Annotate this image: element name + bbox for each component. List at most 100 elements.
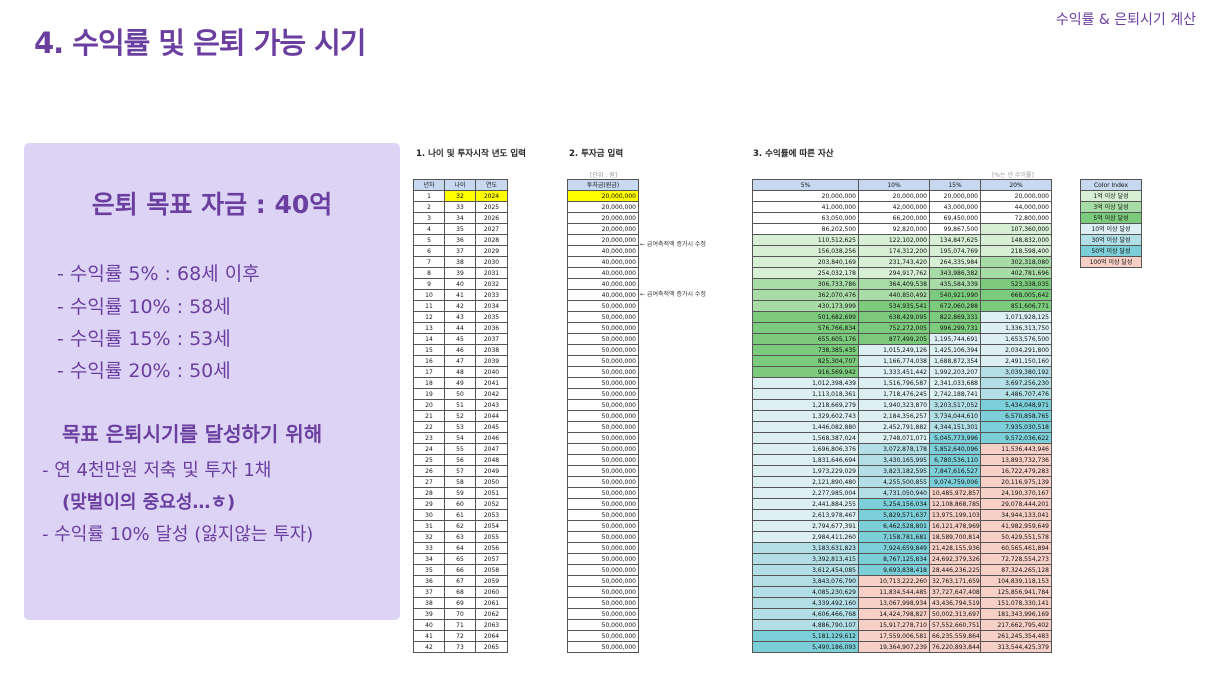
year-index-cell[interactable]: 22 [413, 421, 445, 433]
year-index-cell[interactable]: 42 [413, 641, 445, 653]
age-cell[interactable]: 41 [444, 289, 476, 301]
principal-cell[interactable]: 50,000,000 [567, 432, 639, 444]
year-cell[interactable]: 2060 [475, 586, 508, 598]
year-cell[interactable]: 2032 [475, 278, 508, 290]
year-index-cell[interactable]: 40 [413, 619, 445, 631]
year-index-cell[interactable]: 31 [413, 520, 445, 532]
year-index-cell[interactable]: 38 [413, 597, 445, 609]
age-cell[interactable]: 45 [444, 333, 476, 345]
principal-cell[interactable]: 50,000,000 [567, 399, 639, 411]
principal-cell[interactable]: 50,000,000 [567, 311, 639, 323]
year-cell[interactable]: 2057 [475, 553, 508, 565]
year-cell[interactable]: 2041 [475, 377, 508, 389]
year-cell[interactable]: 2062 [475, 608, 508, 620]
principal-cell[interactable]: 50,000,000 [567, 630, 639, 642]
principal-cell[interactable]: 50,000,000 [567, 476, 639, 488]
year-index-cell[interactable]: 20 [413, 399, 445, 411]
year-index-cell[interactable]: 41 [413, 630, 445, 642]
principal-cell[interactable]: 20,000,000 [567, 190, 639, 202]
age-cell[interactable]: 59 [444, 487, 476, 499]
year-cell[interactable]: 2027 [475, 223, 508, 235]
year-index-cell[interactable]: 36 [413, 575, 445, 587]
year-index-cell[interactable]: 14 [413, 333, 445, 345]
year-index-cell[interactable]: 37 [413, 586, 445, 598]
age-cell[interactable]: 71 [444, 619, 476, 631]
year-index-cell[interactable]: 30 [413, 509, 445, 521]
age-cell[interactable]: 42 [444, 300, 476, 312]
year-cell[interactable]: 2029 [475, 245, 508, 257]
principal-cell[interactable]: 50,000,000 [567, 542, 639, 554]
year-index-cell[interactable]: 9 [413, 278, 445, 290]
year-cell[interactable]: 2025 [475, 201, 508, 213]
year-index-cell[interactable]: 3 [413, 212, 445, 224]
age-cell[interactable]: 49 [444, 377, 476, 389]
principal-cell[interactable]: 50,000,000 [567, 575, 639, 587]
year-index-cell[interactable]: 1 [413, 190, 445, 202]
principal-cell[interactable]: 40,000,000 [567, 256, 639, 268]
age-cell[interactable]: 72 [444, 630, 476, 642]
year-cell[interactable]: 2044 [475, 410, 508, 422]
age-cell[interactable]: 70 [444, 608, 476, 620]
year-index-cell[interactable]: 12 [413, 311, 445, 323]
principal-cell[interactable]: 20,000,000 [567, 212, 639, 224]
year-cell[interactable]: 2043 [475, 399, 508, 411]
year-cell[interactable]: 2038 [475, 344, 508, 356]
age-cell[interactable]: 33 [444, 201, 476, 213]
principal-cell[interactable]: 50,000,000 [567, 641, 639, 653]
year-index-cell[interactable]: 35 [413, 564, 445, 576]
year-cell[interactable]: 2030 [475, 256, 508, 268]
year-index-cell[interactable]: 28 [413, 487, 445, 499]
age-cell[interactable]: 62 [444, 520, 476, 532]
age-cell[interactable]: 68 [444, 586, 476, 598]
year-cell[interactable]: 2061 [475, 597, 508, 609]
principal-cell[interactable]: 50,000,000 [567, 454, 639, 466]
age-cell[interactable]: 73 [444, 641, 476, 653]
year-index-cell[interactable]: 13 [413, 322, 445, 334]
age-cell[interactable]: 64 [444, 542, 476, 554]
age-cell[interactable]: 69 [444, 597, 476, 609]
year-index-cell[interactable]: 6 [413, 245, 445, 257]
year-cell[interactable]: 2064 [475, 630, 508, 642]
year-index-cell[interactable]: 29 [413, 498, 445, 510]
principal-cell[interactable]: 40,000,000 [567, 278, 639, 290]
year-index-cell[interactable]: 17 [413, 366, 445, 378]
age-cell[interactable]: 40 [444, 278, 476, 290]
principal-cell[interactable]: 50,000,000 [567, 564, 639, 576]
year-cell[interactable]: 2058 [475, 564, 508, 576]
year-cell[interactable]: 2033 [475, 289, 508, 301]
age-cell[interactable]: 34 [444, 212, 476, 224]
year-cell[interactable]: 2037 [475, 333, 508, 345]
year-cell[interactable]: 2036 [475, 322, 508, 334]
year-index-cell[interactable]: 7 [413, 256, 445, 268]
age-cell[interactable]: 43 [444, 311, 476, 323]
principal-cell[interactable]: 50,000,000 [567, 388, 639, 400]
age-cell[interactable]: 38 [444, 256, 476, 268]
age-cell[interactable]: 54 [444, 432, 476, 444]
principal-cell[interactable]: 50,000,000 [567, 333, 639, 345]
year-cell[interactable]: 2050 [475, 476, 508, 488]
age-cell[interactable]: 39 [444, 267, 476, 279]
year-cell[interactable]: 2055 [475, 531, 508, 543]
age-cell[interactable]: 63 [444, 531, 476, 543]
year-cell[interactable]: 2063 [475, 619, 508, 631]
year-index-cell[interactable]: 32 [413, 531, 445, 543]
year-cell[interactable]: 2039 [475, 355, 508, 367]
age-cell[interactable]: 47 [444, 355, 476, 367]
age-cell[interactable]: 55 [444, 443, 476, 455]
age-cell[interactable]: 44 [444, 322, 476, 334]
year-cell[interactable]: 2065 [475, 641, 508, 653]
principal-cell[interactable]: 50,000,000 [567, 487, 639, 499]
year-index-cell[interactable]: 25 [413, 454, 445, 466]
age-cell[interactable]: 48 [444, 366, 476, 378]
year-cell[interactable]: 2054 [475, 520, 508, 532]
age-cell[interactable]: 57 [444, 465, 476, 477]
year-index-cell[interactable]: 2 [413, 201, 445, 213]
year-cell[interactable]: 2046 [475, 432, 508, 444]
age-cell[interactable]: 53 [444, 421, 476, 433]
year-index-cell[interactable]: 34 [413, 553, 445, 565]
year-cell[interactable]: 2042 [475, 388, 508, 400]
year-cell[interactable]: 2034 [475, 300, 508, 312]
age-cell[interactable]: 51 [444, 399, 476, 411]
principal-cell[interactable]: 50,000,000 [567, 322, 639, 334]
age-cell[interactable]: 52 [444, 410, 476, 422]
